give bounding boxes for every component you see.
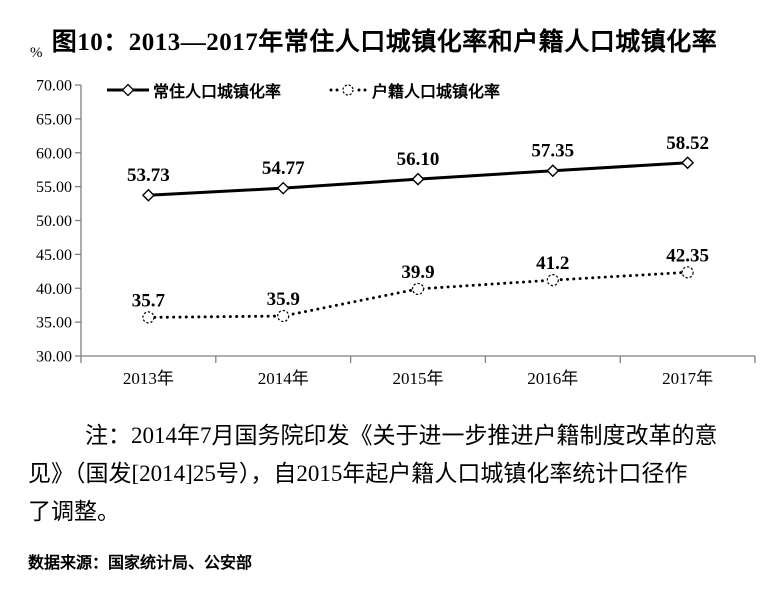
diamond-marker bbox=[411, 172, 425, 186]
circle-marker bbox=[277, 309, 290, 323]
dotted-circle-line-icon bbox=[329, 84, 367, 96]
data-label: 41.2 bbox=[536, 253, 569, 274]
solid-diamond-line-icon bbox=[107, 83, 149, 97]
y-axis-unit-label: % bbox=[30, 45, 43, 61]
y-axis-tick-label: 60.00 bbox=[36, 145, 72, 162]
line-chart: 70.00 65.00 60.00 55.00 50.00 45.00 40.00 35.00… bbox=[36, 78, 756, 388]
data-label: 42.35 bbox=[666, 245, 709, 266]
diamond-marker bbox=[546, 164, 560, 178]
data-label: 57.35 bbox=[531, 141, 574, 162]
data-label: 39.9 bbox=[401, 262, 434, 283]
diamond-marker bbox=[681, 156, 695, 170]
legend-item-resident: 常住人口城镇化率 bbox=[107, 78, 281, 102]
circle-marker bbox=[681, 266, 694, 279]
y-axis-tick-label: 70.00 bbox=[36, 78, 72, 95]
legend-label-hukou: 户籍人口城镇化率 bbox=[372, 84, 501, 101]
data-label: 54.77 bbox=[262, 158, 305, 179]
x-axis-category-label: 2016年 bbox=[527, 369, 578, 388]
circle-marker bbox=[411, 282, 425, 296]
data-label: 58.52 bbox=[666, 133, 709, 154]
y-axis-tick-label: 35.00 bbox=[36, 315, 72, 332]
x-axis-category-label: 2013年 bbox=[123, 369, 174, 388]
y-axis-tick-label: 30.00 bbox=[36, 349, 72, 366]
y-axis-tick-label: 45.00 bbox=[36, 247, 72, 264]
y-axis-tick-label: 50.00 bbox=[36, 213, 72, 230]
legend-item-hukou: 户籍人口城镇化率 bbox=[328, 78, 500, 102]
data-label: 56.10 bbox=[397, 149, 440, 170]
diamond-marker bbox=[141, 188, 155, 202]
y-axis-tick-label: 65.00 bbox=[36, 111, 72, 128]
note-line-3: 了调整。 bbox=[28, 499, 120, 524]
data-label: 35.9 bbox=[267, 289, 300, 310]
note-line-2: 见》（国发[2014]25号），自2015年起户籍人口城镇化率统计口径作 bbox=[28, 461, 688, 486]
circle-marker bbox=[142, 311, 155, 324]
x-axis-category-label: 2014年 bbox=[258, 369, 309, 388]
diamond-marker bbox=[276, 181, 290, 195]
circle-marker bbox=[546, 274, 559, 287]
x-axis-category-label: 2015年 bbox=[393, 369, 444, 388]
data-label: 35.7 bbox=[132, 290, 166, 311]
data-label: 53.73 bbox=[127, 165, 170, 186]
chart-title: 图10：2013—2017年常住人口城镇化率和户籍人口城镇化率 bbox=[51, 29, 718, 56]
legend-label-resident: 常住人口城镇化率 bbox=[153, 84, 282, 101]
note-line-1: 注：2014年7月国务院印发《关于进一步推进户籍制度改革的意 bbox=[85, 423, 718, 448]
chart-legend: 常住人口城镇化率 户籍人口城镇化率 bbox=[107, 78, 500, 102]
x-axis-category-label: 2017年 bbox=[662, 369, 713, 388]
chart-note: 注：2014年7月国务院印发《关于进一步推进户籍制度改革的意 见》（国发[201… bbox=[28, 417, 752, 531]
data-source: 数据来源：国家统计局、公安部 bbox=[28, 555, 253, 572]
y-axis-tick-label: 55.00 bbox=[36, 179, 72, 196]
y-axis-tick-label: 40.00 bbox=[36, 281, 72, 298]
